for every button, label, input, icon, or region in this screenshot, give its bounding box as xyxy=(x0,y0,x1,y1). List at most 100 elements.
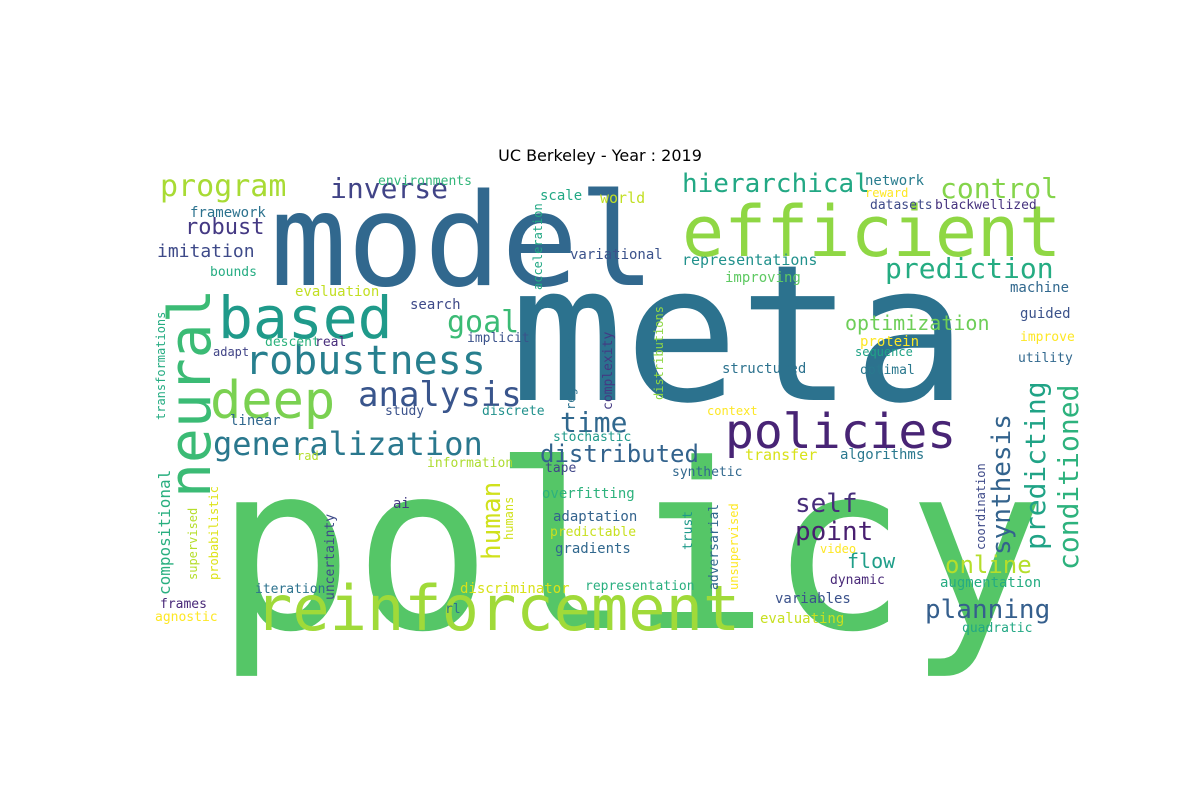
word-human: human xyxy=(477,482,507,560)
word-representation: representation xyxy=(585,579,695,594)
word-evaluating: evaluating xyxy=(760,611,844,627)
word-structured: structured xyxy=(722,361,806,377)
word-information: information xyxy=(427,456,513,471)
word-complexity: complexity xyxy=(601,332,616,410)
wordcloud-title: UC Berkeley - Year : 2019 xyxy=(498,146,702,165)
word-conditioned: conditioned xyxy=(1052,385,1085,570)
word-prediction: prediction xyxy=(885,252,1054,285)
word-meta: meta xyxy=(510,224,968,445)
word-regularized: regularized xyxy=(564,331,578,410)
word-coordination: coordination xyxy=(974,463,988,550)
word-ai: ai xyxy=(393,496,410,512)
word-transfer: transfer xyxy=(745,446,817,464)
word-video: video xyxy=(820,542,856,556)
word-context: context xyxy=(707,404,758,418)
word-tape: tape xyxy=(545,461,576,476)
word-optimal: optimal xyxy=(860,363,915,378)
word-analysis: analysis xyxy=(358,375,522,415)
word-augmentation: augmentation xyxy=(940,575,1041,591)
word-protein: protein xyxy=(860,334,919,350)
word-quadratic: quadratic xyxy=(962,621,1032,636)
word-generalization: generalization xyxy=(213,425,483,463)
word-variables: variables xyxy=(775,591,851,607)
word-uncertainty: uncertainty xyxy=(323,514,338,600)
word-reinforcement: reinforcement xyxy=(255,572,740,645)
word-gradients: gradients xyxy=(555,541,631,557)
word-online: online xyxy=(945,551,1032,579)
word-program: program xyxy=(160,169,286,204)
word-iteration: iteration xyxy=(255,582,325,597)
word-acceleration: acceleration xyxy=(531,203,545,290)
word-supervised: supervised xyxy=(186,508,200,580)
word-flow: flow xyxy=(847,549,896,573)
word-rad: rad xyxy=(297,449,319,463)
word-representations: representations xyxy=(682,251,817,269)
word-probabilistic: probabilistic xyxy=(207,486,221,580)
word-real: real xyxy=(315,335,346,350)
word-adversarial: adversarial xyxy=(707,504,722,590)
word-variational: variational xyxy=(570,247,663,263)
word-optimization: optimization xyxy=(845,311,990,335)
word-self: self xyxy=(795,489,858,519)
word-implicit: implicit xyxy=(467,331,530,346)
word-model: model xyxy=(270,167,655,316)
word-synthesis: synthesis xyxy=(987,414,1017,555)
word-guided: guided xyxy=(1020,306,1071,322)
word-rl: rl xyxy=(445,602,461,617)
word-robustness: robustness xyxy=(245,338,486,384)
word-stochastic: stochastic xyxy=(553,430,631,445)
word-predicting: predicting xyxy=(1019,381,1052,550)
word-imitation: imitation xyxy=(157,241,255,262)
word-discrete: discrete xyxy=(482,404,545,419)
word-based: based xyxy=(218,284,393,352)
word-hierarchical: hierarchical xyxy=(682,169,870,199)
word-linear: linear xyxy=(230,413,281,429)
word-descent: descent xyxy=(265,335,320,350)
word-discriminator: discriminator xyxy=(460,581,570,597)
word-policies: policies xyxy=(725,404,956,460)
word-planning: planning xyxy=(925,595,1050,625)
word-study: study xyxy=(385,404,424,419)
word-adapt: adapt xyxy=(213,345,249,359)
word-control: control xyxy=(940,172,1058,205)
word-time: time xyxy=(560,406,627,439)
word-frames: frames xyxy=(160,597,207,612)
word-improve: improve xyxy=(1020,330,1075,345)
word-framework: framework xyxy=(190,205,266,221)
word-unsupervised: unsupervised xyxy=(727,503,741,590)
word-efficient: efficient xyxy=(682,191,1061,273)
word-neural: neural xyxy=(156,288,224,498)
word-distributed: distributed xyxy=(540,440,699,468)
word-inverse: inverse xyxy=(330,172,448,205)
word-environments: environments xyxy=(378,174,472,189)
word-datasets: datasets xyxy=(870,198,933,213)
word-utility: utility xyxy=(1018,351,1073,366)
word-dynamic: dynamic xyxy=(830,573,885,588)
word-search: search xyxy=(410,297,461,313)
word-blackwellized: blackwellized xyxy=(935,198,1037,213)
word-goal: goal xyxy=(447,305,519,340)
word-compositional: compositional xyxy=(155,470,174,595)
word-agnostic: agnostic xyxy=(155,610,218,625)
word-transformations: transformations xyxy=(154,312,168,420)
word-scale: scale xyxy=(540,188,582,204)
word-robust: robust xyxy=(185,215,264,240)
word-synthetic: synthetic xyxy=(672,465,742,480)
word-network: network xyxy=(865,173,925,189)
word-machine: machine xyxy=(1010,280,1069,296)
word-policy: policy xyxy=(215,416,1046,683)
word-trust: trust xyxy=(681,511,696,550)
word-humans: humans xyxy=(502,497,516,540)
word-bounds: bounds xyxy=(210,265,257,280)
word-point: point xyxy=(795,517,873,547)
word-adaptation: adaptation xyxy=(553,509,637,525)
word-distributions: distributions xyxy=(652,306,666,400)
word-improving: improving xyxy=(725,270,801,286)
word-overfitting: overfitting xyxy=(542,486,635,502)
word-algorithms: algorithms xyxy=(840,447,924,463)
word-predictable: predictable xyxy=(550,525,636,540)
word-evaluation: evaluation xyxy=(295,284,379,300)
word-world: world xyxy=(600,189,645,207)
word-reward: reward xyxy=(865,186,908,200)
